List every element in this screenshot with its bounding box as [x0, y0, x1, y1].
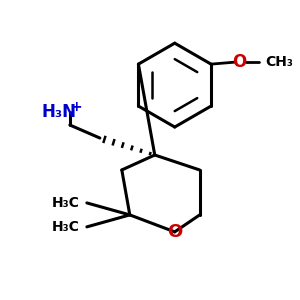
Text: H₃C: H₃C [52, 220, 80, 234]
Text: H₃C: H₃C [52, 196, 80, 210]
Text: H₃N: H₃N [42, 103, 77, 121]
Text: +: + [71, 100, 82, 114]
Text: O: O [167, 223, 182, 241]
Text: CH₃: CH₃ [265, 55, 293, 69]
Text: O: O [232, 53, 246, 71]
